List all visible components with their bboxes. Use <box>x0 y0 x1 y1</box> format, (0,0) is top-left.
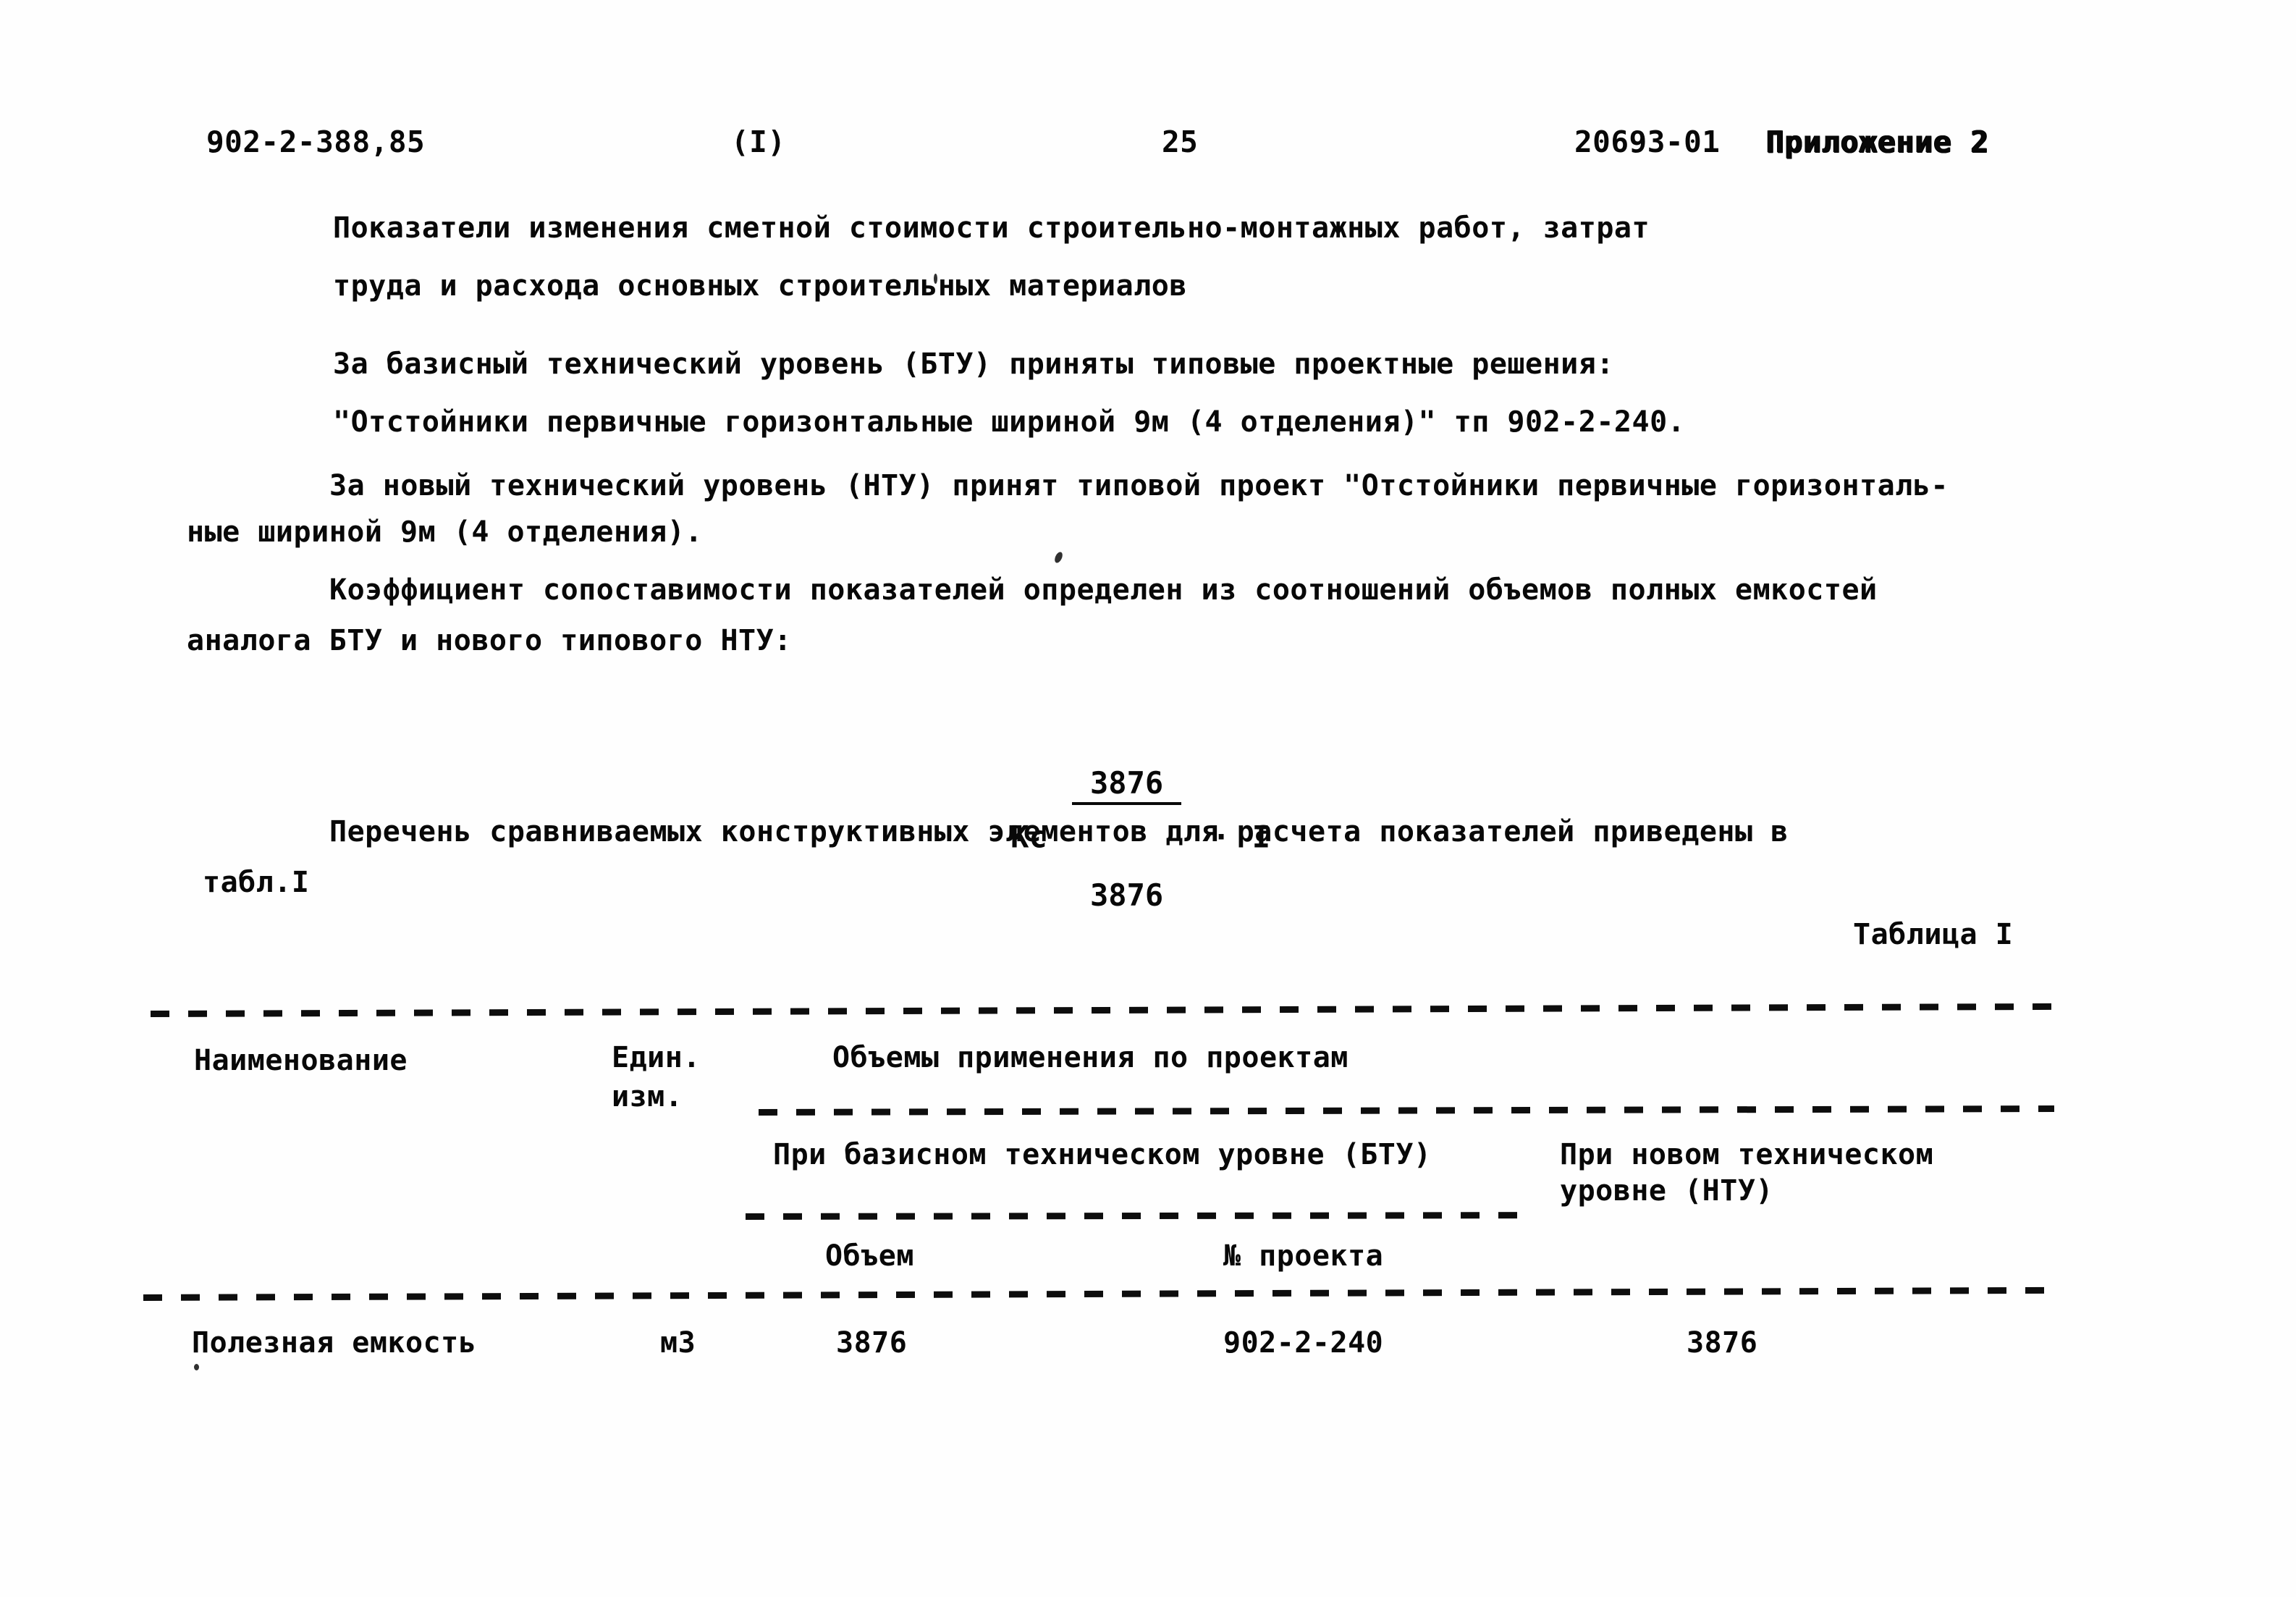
table-rule-header-bottom <box>143 1286 2054 1301</box>
page-number: 25 <box>1162 125 1199 159</box>
paragraph-btu-line-2: "Отстойники первичные горизонтальные шир… <box>333 405 1686 439</box>
scan-speckle <box>194 1364 199 1370</box>
table-rule-volumes-group <box>758 1105 2055 1116</box>
paragraph-table-ref-line-2: табл.I <box>203 866 310 899</box>
document-title-line-1: Показатели изменения сметной стоимости с… <box>333 211 1650 245</box>
formula-fraction: 3876 3876 <box>1071 694 1182 984</box>
table-header-ntu-group-line-1: При новом техническом <box>1560 1138 1934 1171</box>
paragraph-btu-line-1: За базисный технический уровень (БТУ) пр… <box>333 347 1614 381</box>
paragraph-ks-line-2: аналога БТУ и нового типового НТУ: <box>187 624 792 657</box>
paragraph-ntu-line-2: ные шириной 9м (4 отделения). <box>187 515 703 549</box>
cell-name: Полезная емкость <box>192 1326 477 1360</box>
scan-speckle <box>1053 550 1064 565</box>
document-title-line-2: труда и расхода основных строительных ма… <box>333 269 1187 303</box>
formula-operator: · <box>1212 819 1231 855</box>
document-code: 902-2-388,85 <box>206 125 426 159</box>
table-caption: Таблица I <box>1853 918 2014 951</box>
table-header-name: Наименование <box>194 1044 408 1077</box>
paragraph-table-ref-line-1: Перечень сравниваемых конструктивных эле… <box>329 815 1789 848</box>
formula-symbol: Кс <box>1010 819 1047 855</box>
paragraph-ks-line-1: Коэффициент сопоставимости показателей о… <box>329 573 1878 607</box>
formula-numerator: 3876 <box>1071 765 1182 805</box>
table-header-volumes-group: Объемы применения по проектам <box>832 1041 1349 1074</box>
table-header-project-no: № проекта <box>1223 1239 1384 1273</box>
appendix-label: Приложение 2 <box>1766 125 1990 159</box>
cell-unit: м3 <box>660 1326 696 1360</box>
table-header-unit-line-1: Един. <box>612 1041 701 1074</box>
formula-denominator: 3876 <box>1090 877 1164 913</box>
comparability-formula: Кс 3876 3876 · I <box>937 659 1270 1019</box>
cell-btu-volume: 3876 <box>836 1326 908 1360</box>
scan-speckle <box>934 274 937 284</box>
formula-result: I <box>1252 819 1271 855</box>
table-header-volume: Объем <box>825 1239 914 1273</box>
sheet-marker: (I) <box>731 125 786 159</box>
table-header-btu-group: При базисном техническом уровне (БТУ) <box>773 1138 1432 1171</box>
table-header-unit-line-2: изм. <box>612 1080 683 1113</box>
cell-ntu-volume: 3876 <box>1687 1326 1758 1360</box>
table-rule-btu-group <box>745 1212 1532 1220</box>
table-header-ntu-group-line-2: уровне (НТУ) <box>1560 1174 1773 1208</box>
cell-btu-project: 902-2-240 <box>1223 1326 1384 1360</box>
archive-code: 20693-01 <box>1574 125 1721 159</box>
paragraph-ntu-line-1: За новый технический уровень (НТУ) приня… <box>329 469 1949 502</box>
